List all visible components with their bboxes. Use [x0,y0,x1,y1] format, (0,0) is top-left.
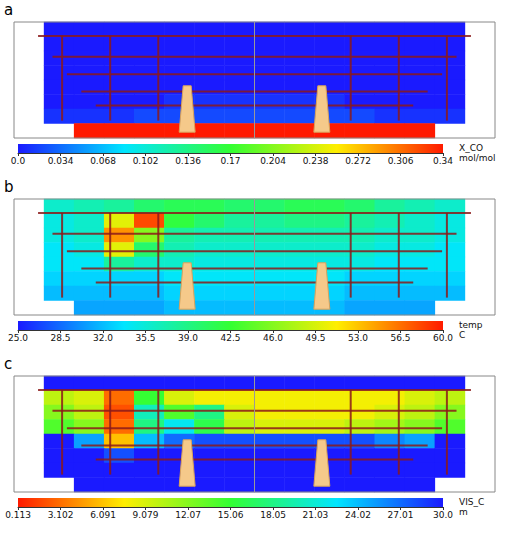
svg-text:42.5: 42.5 [220,333,240,343]
svg-text:VIS_C: VIS_C [459,497,484,507]
svg-text:24.02: 24.02 [345,510,371,520]
svg-text:39.0: 39.0 [178,333,198,343]
svg-text:30.0: 30.0 [433,510,453,520]
svg-text:temp: temp [459,320,483,330]
svg-text:C: C [459,330,465,340]
svg-text:X_CO: X_CO [459,143,483,153]
svg-text:m: m [459,507,468,517]
svg-text:c: c [4,355,12,373]
svg-text:46.0: 46.0 [263,333,283,343]
svg-text:0.068: 0.068 [90,156,116,166]
svg-text:0.034: 0.034 [48,156,74,166]
svg-text:0.272: 0.272 [345,156,371,166]
svg-text:53.0: 53.0 [348,333,368,343]
svg-text:12.07: 12.07 [175,510,201,520]
svg-text:32.0: 32.0 [93,333,113,343]
svg-text:a: a [4,1,13,19]
svg-text:21.03: 21.03 [303,510,329,520]
svg-text:27.01: 27.01 [388,510,414,520]
svg-text:b: b [4,178,14,196]
svg-text:25.0: 25.0 [8,333,28,343]
svg-text:15.06: 15.06 [218,510,244,520]
svg-text:35.5: 35.5 [135,333,155,343]
svg-text:0.136: 0.136 [175,156,201,166]
svg-text:0.17: 0.17 [220,156,240,166]
svg-text:0.102: 0.102 [133,156,159,166]
svg-text:60.0: 60.0 [433,333,453,343]
svg-text:3.102: 3.102 [48,510,74,520]
svg-text:18.05: 18.05 [260,510,286,520]
svg-text:49.5: 49.5 [305,333,325,343]
svg-text:0.306: 0.306 [388,156,414,166]
svg-text:0.238: 0.238 [303,156,329,166]
svg-text:28.5: 28.5 [50,333,70,343]
svg-text:mol/mol: mol/mol [459,153,496,163]
svg-text:9.079: 9.079 [133,510,159,520]
svg-text:0.204: 0.204 [260,156,286,166]
svg-text:0.0: 0.0 [11,156,26,166]
svg-text:0.113: 0.113 [5,510,31,520]
svg-text:6.091: 6.091 [90,510,116,520]
svg-text:0.34: 0.34 [433,156,453,166]
svg-text:56.5: 56.5 [390,333,410,343]
